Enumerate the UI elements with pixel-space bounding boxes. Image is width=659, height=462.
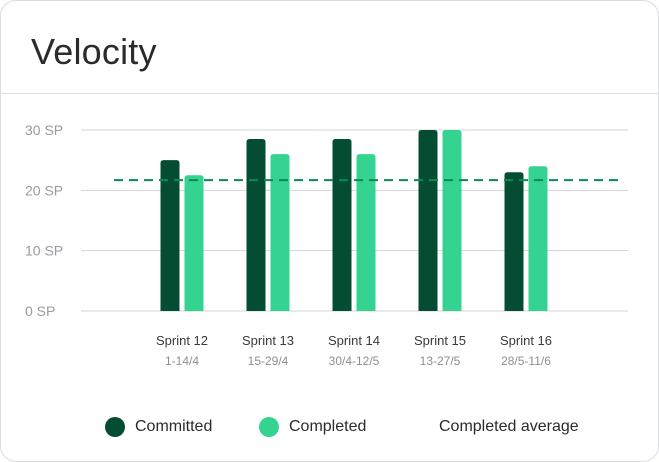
x-tick-label: Sprint 16 — [500, 333, 552, 348]
card-header: Velocity — [1, 1, 658, 94]
committed-swatch-icon — [105, 417, 125, 437]
y-tick-label: 10 SP — [25, 243, 63, 259]
y-tick-label: 0 SP — [25, 303, 55, 319]
x-tick-label: Sprint 12 — [156, 333, 208, 348]
x-tick-label: Sprint 13 — [242, 333, 294, 348]
x-tick-date-label: 28/5-11/6 — [501, 354, 551, 368]
x-tick-label: Sprint 14 — [328, 333, 380, 348]
bar-committed — [246, 139, 266, 311]
bar-completed — [184, 175, 204, 311]
bar-completed — [528, 166, 548, 311]
bar-committed — [504, 172, 524, 311]
y-tick-label: 20 SP — [25, 182, 63, 198]
x-tick-date-label: 15-29/4 — [248, 354, 289, 368]
x-tick-date-label: 1-14/4 — [165, 354, 199, 368]
bar-completed — [270, 154, 290, 311]
legend-label-completed: Completed — [289, 418, 367, 435]
chart-legend: Committed Completed Completed average — [1, 409, 658, 445]
bar-committed — [418, 130, 438, 311]
bar-committed — [332, 139, 352, 311]
velocity-chart: 0 SP 10 SP 20 SP 30 SP Sprint 12 1-14/4 Sprint… — [25, 122, 628, 368]
legend-item-average[interactable]: Completed average — [439, 409, 579, 445]
bar-completed — [442, 130, 462, 311]
y-tick-label: 30 SP — [25, 122, 63, 138]
legend-label-average: Completed average — [439, 418, 579, 435]
x-tick-label: Sprint 15 — [414, 333, 466, 348]
legend-label-committed: Committed — [135, 418, 213, 435]
legend-item-completed[interactable]: Completed — [259, 409, 366, 445]
completed-swatch-icon — [259, 417, 279, 437]
legend-item-committed[interactable]: Committed — [105, 409, 212, 445]
bar-completed — [356, 154, 376, 311]
x-tick-date-label: 30/4-12/5 — [329, 354, 380, 368]
bar-committed — [160, 160, 180, 311]
card-title: Velocity — [31, 31, 157, 72]
x-tick-date-label: 13-27/5 — [420, 354, 461, 368]
